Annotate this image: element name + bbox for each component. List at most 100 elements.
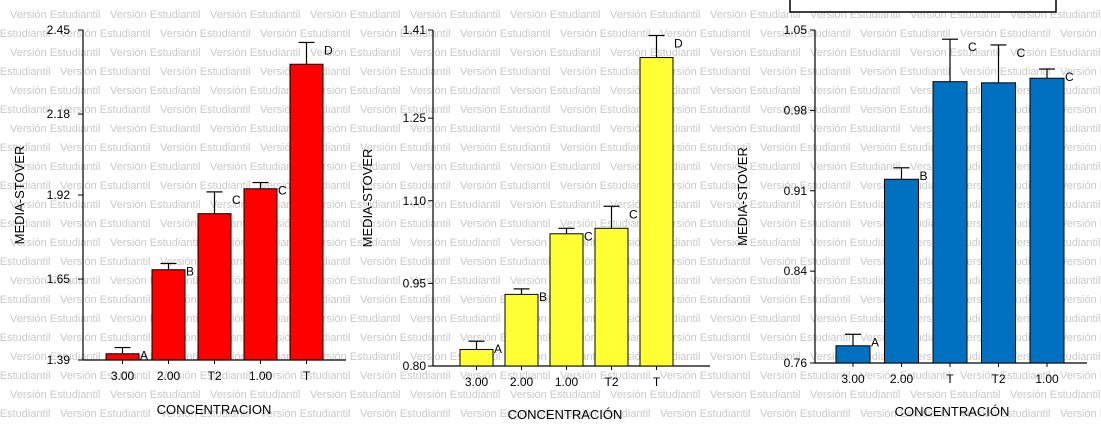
watermark-text: Versión Estudiantil (60, 142, 151, 154)
watermark-text: Versión Estudiantil (360, 256, 451, 268)
watermark-text: Versión Estudiantil (410, 85, 501, 97)
watermark-text: Versión Estudiantil (360, 180, 451, 192)
watermark-text: Versión Estudiantil (10, 275, 101, 287)
watermark-text: Versión Estudiantil (210, 161, 301, 173)
chart-2: 0.80 0.95 1.10 1.25 1.41 3.00 A 2.00 B 1.00 C T2 C T D… (360, 23, 710, 422)
watermark-text: Versión Estudiantil (810, 389, 901, 401)
y-tick-label: 2.18 (47, 107, 71, 121)
bar (243, 188, 278, 361)
bar (151, 269, 186, 361)
watermark-text: Versión Estudiantil (10, 161, 101, 173)
watermark-text: Versión Estudiantil (910, 47, 1001, 59)
watermark-text: Versión Estudiantil (460, 256, 551, 268)
watermark-text: Versión Estudiantil (10, 389, 101, 401)
watermark-text: Versión Estudiantil (1060, 256, 1101, 268)
y-tick-label: 1.25 (403, 111, 427, 125)
watermark-text: Versión Estudiantil (460, 104, 551, 116)
x-tick-label: T (303, 369, 311, 383)
watermark-text: Versión Estudiantil (860, 28, 951, 40)
watermark-text: Versión Estudiantil (1060, 370, 1101, 382)
watermark-text: Versión Estudiantil (460, 180, 551, 192)
watermark-text: Versión Estudiantil (360, 142, 451, 154)
watermark-text: Versión Estudiantil (960, 408, 1051, 420)
watermark-text: Versión Estudiantil (1010, 389, 1101, 401)
bar (932, 81, 968, 364)
watermark-text: Versión Estudiantil (360, 408, 451, 420)
y-tick-label: 0.95 (403, 276, 427, 290)
watermark-text: Versión Estudiantil (760, 408, 851, 420)
watermark-text: Versión Estudiantil (60, 294, 151, 306)
watermark-text: Versión Estudiantil (660, 218, 751, 230)
watermark-text: Versión Estudiantil (360, 218, 451, 230)
watermark-text: Versión Estudiantil (310, 123, 401, 135)
watermark-text: Versión Estudiantil (110, 123, 201, 135)
watermark-text: Versión Estudiantil (610, 389, 701, 401)
bar (197, 213, 232, 361)
watermark-text: Versión Estudiantil (560, 66, 651, 78)
watermark-text: Versión Estudiantil (210, 85, 301, 97)
watermark-text: Versión Estudiantil (810, 237, 901, 249)
watermark-text: Versión Estudiantil (1060, 142, 1101, 154)
watermark-text: Versión Estudiantil (610, 47, 701, 59)
watermark-text: Versión Estudiantil (760, 142, 851, 154)
bar (835, 345, 871, 364)
watermark-text: Versión Estudiantil (110, 47, 201, 59)
watermark-text: Versión Estudiantil (410, 313, 501, 325)
watermark-text: Versión Estudiantil (510, 85, 601, 97)
watermark-text: Versión Estudiantil (710, 85, 801, 97)
watermark-text: Versión Estudiantil (360, 294, 451, 306)
watermark-text: Versión Estudiantil (160, 104, 251, 116)
bar (105, 353, 140, 361)
watermark-text: Versión Estudiantil (0, 218, 51, 230)
y-tick-label: 0.76 (784, 356, 808, 370)
watermark-text: Versión Estudiantil (760, 180, 851, 192)
x-tick-label: T (653, 375, 661, 389)
x-tick-label: 1.00 (1035, 372, 1059, 386)
watermark-text: Versión Estudiantil (410, 389, 501, 401)
watermark-text: Versión Estudiantil (60, 180, 151, 192)
watermark-text: Versión Estudiantil (260, 408, 351, 420)
watermark-text: Versión Estudiantil (60, 218, 151, 230)
y-tick-label: 1.65 (47, 272, 71, 286)
x-tick-label: 1.00 (249, 369, 273, 383)
watermark-text: Versión Estudiantil (10, 47, 101, 59)
watermark-text: Versión Estudiantil (10, 199, 101, 211)
y-tick-label: 1.05 (784, 23, 808, 37)
watermark-text: Versión Estudiantil (0, 28, 51, 40)
charts-layer: 1.39 1.65 1.92 2.18 2.45 3.00 A 2.00 B T2 C 1.00 C T D… (12, 23, 1087, 422)
watermark-text: Versión Estudiantil (860, 142, 951, 154)
watermark-text: Versión Estudiantil (710, 47, 801, 59)
watermark-text: Versión Estudiantil (0, 408, 51, 420)
watermark-text: Versión Estudiantil (10, 351, 101, 363)
watermark-text: Versión Estudiantil (460, 370, 551, 382)
watermark-text: Versión Estudiantil (160, 180, 251, 192)
watermark-text: Versión Estudiantil (0, 294, 51, 306)
watermark-text: Versión Estudiantil (660, 66, 751, 78)
significance-letter: B (539, 290, 547, 304)
watermark-text: Versión Estudiantil (760, 66, 851, 78)
significance-letter: C (968, 40, 977, 54)
watermark-text: Versión Estudiantil (310, 389, 401, 401)
y-tick-label: 1.41 (403, 23, 427, 37)
watermark-text: Versión Estudiantil (360, 28, 451, 40)
x-axis-title: CONCENTRACION (157, 402, 272, 417)
watermark-text: Versión Estudiantil (110, 199, 201, 211)
watermark-text: Versión Estudiantil (660, 256, 751, 268)
watermark-text: Versión Estudiantil (560, 218, 651, 230)
bar (549, 233, 584, 367)
watermark-text: Versión Estudiantil (0, 256, 51, 268)
watermark-text: Versión Estudiantil (0, 142, 51, 154)
watermark-text: Versión Estudiantil (710, 237, 801, 249)
watermark-text: Versión Estudiantil (60, 28, 151, 40)
watermark-text: Versión Estudiantil (410, 47, 501, 59)
watermark-text: Versión Estudiantil (360, 332, 451, 344)
y-axis-title: MEDIA-STOVER (360, 149, 375, 248)
x-tick-label: 3.00 (465, 375, 489, 389)
watermark-text: Versión Estudiantil (710, 161, 801, 173)
watermark-text: Versión Estudiantil (1060, 332, 1101, 344)
watermark-text: Versión Estudiantil (110, 9, 201, 21)
chart-3: 0.76 0.84 0.91 0.98 1.05 3.00 A 2.00 B T C T2 C 1.00 C… (735, 23, 1087, 419)
watermark-text: Versión Estudiantil (910, 389, 1001, 401)
watermark-text: Versión Estudiantil (60, 66, 151, 78)
watermark-text: Versión Estudiantil (110, 85, 201, 97)
